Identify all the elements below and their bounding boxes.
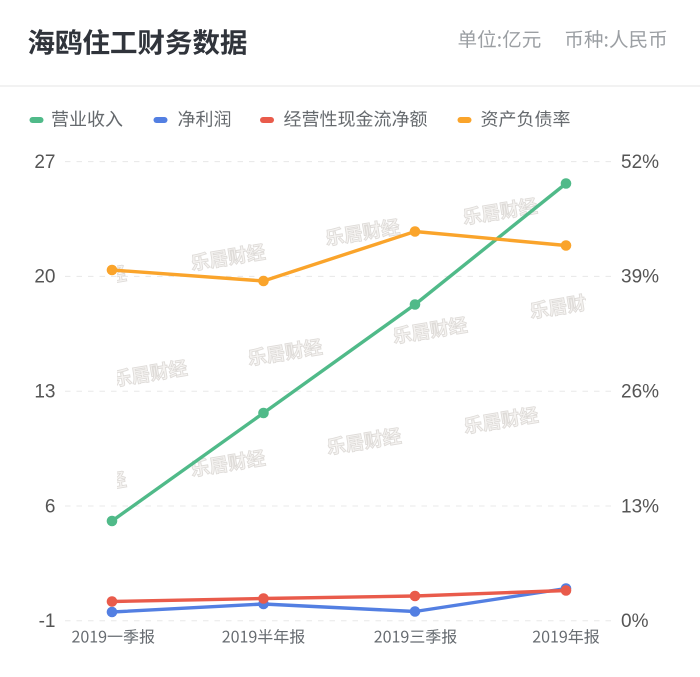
svg-text:27: 27 [34,152,55,173]
svg-text:-1: -1 [39,611,56,632]
svg-text:13: 13 [34,382,55,403]
svg-text:20: 20 [34,267,55,288]
svg-text:0%: 0% [621,611,649,632]
svg-text:6: 6 [45,496,56,517]
svg-text:52%: 52% [621,152,659,173]
svg-text:26%: 26% [621,382,659,403]
svg-text:39%: 39% [621,267,659,288]
svg-text:13%: 13% [621,496,659,517]
